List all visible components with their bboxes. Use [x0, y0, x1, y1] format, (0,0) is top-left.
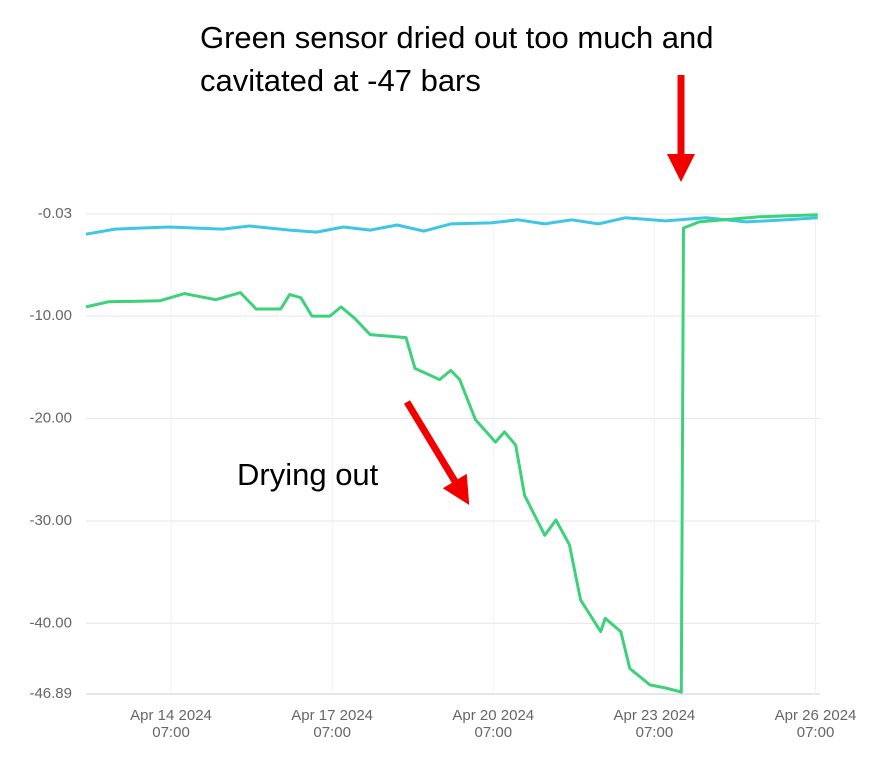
x-tick-label: Apr 14 2024 07:00	[130, 707, 212, 741]
y-tick-label: -40.00	[29, 614, 72, 631]
series-line	[85, 216, 818, 236]
annotation: Green sensor dried out too much and	[200, 20, 714, 55]
x-tick-label: Apr 23 2024 07:00	[614, 707, 696, 741]
arrow	[404, 400, 470, 505]
y-tick-label: -46.89	[29, 685, 72, 702]
annotation: cavitated at -47 bars	[200, 63, 481, 98]
y-tick-label: -0.03	[38, 205, 72, 222]
grid	[86, 213, 820, 695]
x-tick-label: Apr 20 2024 07:00	[452, 707, 534, 741]
annotation: Drying out	[237, 457, 379, 492]
x-tick-label: Apr 17 2024 07:00	[291, 707, 373, 741]
lines	[85, 213, 818, 694]
y-tick-label: -30.00	[29, 512, 72, 529]
y-tick-label: -10.00	[29, 307, 72, 324]
y-tick-label: -20.00	[29, 410, 72, 427]
series-line	[85, 213, 818, 694]
x-tick-label: Apr 26 2024 07:00	[775, 707, 857, 741]
